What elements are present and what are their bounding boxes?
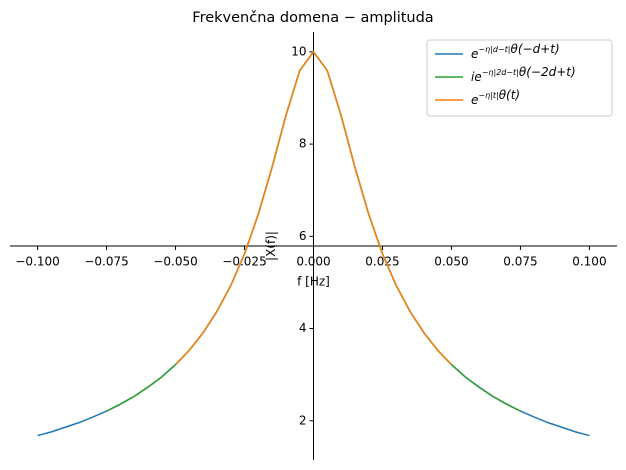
- y-tick-label: 10: [291, 44, 306, 58]
- x-axis-label: f [Hz]: [297, 275, 330, 289]
- x-tick-label: −0.025: [222, 255, 266, 269]
- x-tick-label: −0.075: [84, 255, 128, 269]
- x-tick-label: 0.075: [503, 255, 537, 269]
- legend-label: ie−η|2d−t|θ(−2d+t): [471, 65, 576, 84]
- legend-label: e−η|d−t|θ(−d+t): [471, 42, 560, 61]
- y-tick-label: 6: [299, 229, 307, 243]
- y-tick-label: 8: [299, 137, 307, 151]
- y-tick-label: 4: [299, 321, 307, 335]
- y-tick-label: 2: [299, 413, 307, 427]
- x-tick-label: 0.050: [434, 255, 468, 269]
- y-axis-label: |X(f)|: [264, 231, 278, 261]
- chart-title: Frekvenčna domena − amplituda: [192, 10, 433, 26]
- x-tick-label: 0.025: [365, 255, 399, 269]
- x-tick-label: 0.000: [296, 255, 330, 269]
- legend-label: e−η|t|θ(t): [471, 88, 520, 107]
- series-line: [175, 50, 452, 366]
- x-tick-label: −0.100: [15, 255, 59, 269]
- legend-box: [426, 39, 613, 117]
- x-tick-label: −0.050: [153, 255, 197, 269]
- x-tick-label: 0.100: [572, 255, 606, 269]
